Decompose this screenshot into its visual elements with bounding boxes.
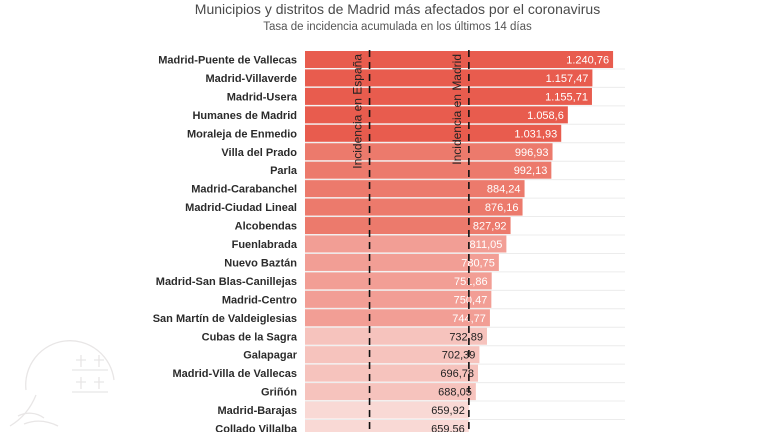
watermark-seal [9, 340, 115, 427]
category-label: Griñón [261, 387, 297, 399]
category-label: Collado Villalba [215, 424, 298, 432]
value-label: 696,78 [440, 368, 474, 380]
category-label: Madrid-Centro [222, 294, 297, 306]
bar [305, 309, 490, 327]
category-label: Galapagar [243, 350, 298, 362]
category-label: Madrid-Usera [227, 91, 298, 103]
category-label: Nuevo Baztán [224, 257, 297, 269]
bar [305, 346, 480, 364]
category-label: Alcobendas [235, 221, 297, 233]
value-label: 876,16 [485, 202, 519, 214]
category-label: Madrid-Ciudad Lineal [185, 202, 297, 214]
bar [305, 420, 469, 432]
value-label: 702,39 [442, 350, 476, 362]
category-label: Parla [270, 165, 298, 177]
chart-subtitle: Tasa de incidencia acumulada en los últi… [263, 21, 532, 33]
category-label: Moraleja de Enmedio [187, 128, 297, 140]
value-label: 1.031,93 [514, 128, 557, 140]
category-label: Madrid-Barajas [218, 405, 297, 417]
category-label: Madrid-Carabanchel [191, 184, 297, 196]
value-label: 811,05 [470, 239, 503, 251]
reference-line-label: Incidencia en Madrid [450, 54, 464, 165]
value-label: 884,24 [487, 184, 521, 196]
bar [305, 401, 469, 419]
value-label: 688,05 [438, 387, 472, 399]
bar [305, 253, 499, 271]
value-label: 1.058,6 [527, 110, 564, 122]
category-label: Madrid-Villa de Vallecas [172, 368, 297, 380]
category-label: San Martín de Valdeiglesias [153, 313, 297, 325]
bar [305, 51, 614, 68]
chart-title: Municipios y distritos de Madrid más afe… [194, 1, 601, 17]
category-label: Madrid-San Blas-Canillejas [156, 276, 297, 288]
value-label: 1.157,47 [546, 73, 589, 85]
value-label: 992,13 [514, 165, 548, 177]
bar [305, 290, 492, 308]
category-label: Madrid-Puente de Vallecas [158, 55, 297, 67]
bar [305, 106, 568, 124]
bar [305, 327, 487, 345]
bar [305, 69, 593, 87]
bar [305, 272, 492, 290]
bar [305, 143, 553, 161]
category-label: Fuenlabrada [232, 239, 298, 251]
bar [305, 383, 476, 401]
bar [305, 87, 592, 105]
category-label: Villa del Prado [221, 147, 297, 159]
value-label: 827,92 [473, 221, 507, 233]
bar [305, 235, 507, 253]
category-label: Cubas de la Sagra [202, 331, 298, 343]
value-label: 1.240,76 [566, 55, 609, 67]
bar [305, 161, 552, 179]
value-label: 659,92 [431, 405, 465, 417]
category-label: Madrid-Villaverde [206, 73, 298, 85]
value-label: 1.155,71 [545, 91, 588, 103]
value-label: 732,89 [449, 331, 483, 343]
value-label: 780,75 [461, 257, 495, 269]
bar [305, 217, 511, 235]
category-label: Humanes de Madrid [192, 110, 297, 122]
value-label: 659,56 [431, 424, 465, 432]
value-label: 750,47 [454, 294, 488, 306]
value-label: 996,93 [515, 147, 549, 159]
reference-line-label: Incidencia en España [351, 54, 365, 169]
bar [305, 364, 479, 382]
value-label: 751,86 [454, 276, 488, 288]
